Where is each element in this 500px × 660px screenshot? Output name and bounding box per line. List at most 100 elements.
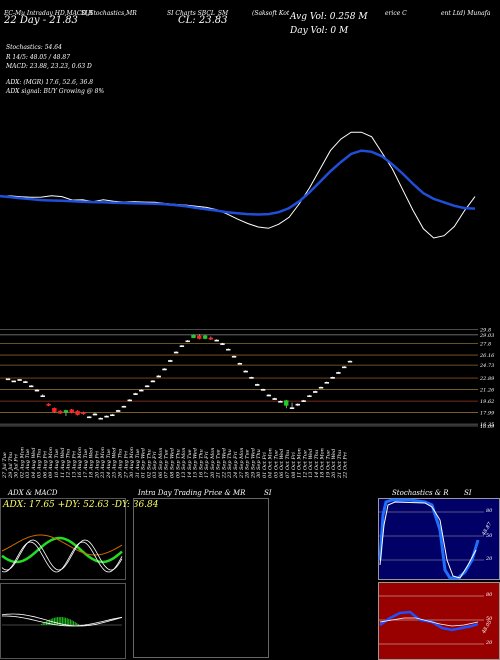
date-tick-label: 10 Aug Tue [54,449,60,478]
candle-body [185,340,190,343]
date-tick-label: 29 Sep Wed [250,448,256,479]
price-tick-label: 29.03 [479,333,494,339]
price-tick-label: 17.99 [480,411,495,417]
date-tick-label: 01 Oct Fri [262,452,268,478]
main-chart-area: 29.829.03 27.8 26.16 24.73 22.89 21.26 19.62 17… [0,131,495,479]
date-tick-label: 19 Oct Tue [325,450,331,478]
adx-values: ADX: 17.65 +DY: 52.63 -DY: 36.84 [3,500,159,510]
date-tick-label: 27 Jul Tue [2,452,8,479]
header-title-6: ent Ltd) Munafa [441,10,491,17]
date-tick-label: 13 Oct Wed [308,449,314,478]
candle-body [162,368,167,371]
candle-body [237,363,243,365]
date-tick-label: 23 Aug Mon [100,447,106,479]
candle-body [121,405,127,408]
date-tick-label: 08 Sep Wed [170,448,176,478]
date-tick-label: 18 Aug Wed [89,448,95,478]
candle-body [69,409,74,413]
candle-body [40,395,45,398]
adx-line [1,539,123,571]
candle-body [168,360,173,362]
candle-body [57,410,63,414]
candle-body [110,414,115,417]
candle-body [220,343,225,345]
stochastics-panel [378,498,500,580]
stoch-panel-title-2: SI [464,489,472,497]
intra-panel-title-2: SI [264,489,272,497]
avg-vol: Avg Vol: 0.258 M [290,12,368,22]
candle-body [289,407,295,409]
rsi-tick-80: 80 [486,592,493,598]
date-tick-label: 30 Aug Mon [129,447,135,478]
candle-body [133,393,138,395]
candle-body [347,360,353,363]
candle-body [46,403,51,406]
date-tick-label: 26 Aug Thu [118,449,124,479]
candle-body [307,395,312,398]
price-tick-label: 26.16 [479,353,495,359]
date-tick-label: 13 Aug Fri [71,451,77,478]
rsi-tick-50: 50 [486,616,493,622]
candle-body [28,385,34,388]
mrsi-panel [378,582,500,660]
adx-label: ADX: (MGR) 17.6, 52.6, 36.8 [6,79,94,86]
candle-body [226,348,231,351]
date-tick-label: 22 Oct Fri [343,452,349,479]
header-title-3: SI Charts SBCL_SM [167,10,229,17]
candle-body [179,345,185,348]
date-tick-label: 27 Aug Fri [123,451,129,479]
mrsi-lines [379,595,484,645]
macd-line [1,613,123,627]
candle-body [156,375,161,378]
stochastics-label: Stochastics: 54.64 [6,44,62,51]
candle-body [272,398,277,400]
candle-body [255,384,260,386]
candle-body [324,382,330,384]
close-label: CL: 23.83 [178,15,228,26]
date-tick-label: 12 Oct Tue [302,450,308,478]
date-tick-label: 16 Aug Mon [77,447,83,478]
date-tick-label: 05 Oct Tue [273,450,279,478]
candle-body [284,400,289,406]
date-tick-label: 21 Oct Thu [337,450,343,479]
date-tick-label: 24 Sep Fri [233,451,239,479]
date-tick-label: 22 Sep Wed [222,448,228,479]
price-tick-label: 16.09 [480,424,495,430]
candle-body [92,413,98,416]
date-tick-label: 03 Sep Fri [152,451,158,478]
date-tick-label: 14 Sep Tue [187,449,193,478]
stochastics-lines [378,498,484,580]
candle-body [318,386,324,389]
macd-signal-line [2,615,123,627]
candle-body [214,339,219,342]
date-tick-label: 13 Sep Mon [181,448,187,478]
date-tick-label: 17 Sep Fri [204,451,210,478]
date-tick-label: 31 Aug Tue [135,449,141,478]
date-tick-label: 03 Aug Tue [25,449,31,478]
candle-body [81,412,86,415]
date-tick-label: 24 Aug Tue [106,449,112,479]
candle-body [98,417,103,420]
intra-panel-title: Intra Day Trading Price & MR [138,489,246,497]
candle-body [295,403,301,406]
candle-body [243,370,248,373]
price-tick-label: 27.8 [479,341,491,347]
candle-body [11,380,16,383]
adx-lines [1,534,123,573]
header-title-1: EC-Mu Intraday HD,MACD,R [4,10,93,17]
macd-lines [1,613,123,627]
candle-body [278,401,283,403]
macd-label: MACD: 23.88, 23.23, 0.63 D [6,63,92,70]
intraday-panel [133,498,269,658]
price-axis: 29.829.03 27.8 26.16 24.73 22.89 21.26 19.62 17… [479,327,495,430]
candle-body [231,355,237,358]
date-tick-label: 28 Sep Tue [245,449,251,479]
candle-body [202,335,208,339]
date-tick-label: 09 Aug Mon [48,447,54,478]
price-tick-label: 21.26 [479,388,495,394]
header-title-2: SI,Stochastics,MR [81,10,137,17]
ma-line-0 [0,131,476,239]
date-tick-label: 18 Oct Mon [320,448,326,478]
date-tick-label: 14 Oct Thu [314,450,320,478]
